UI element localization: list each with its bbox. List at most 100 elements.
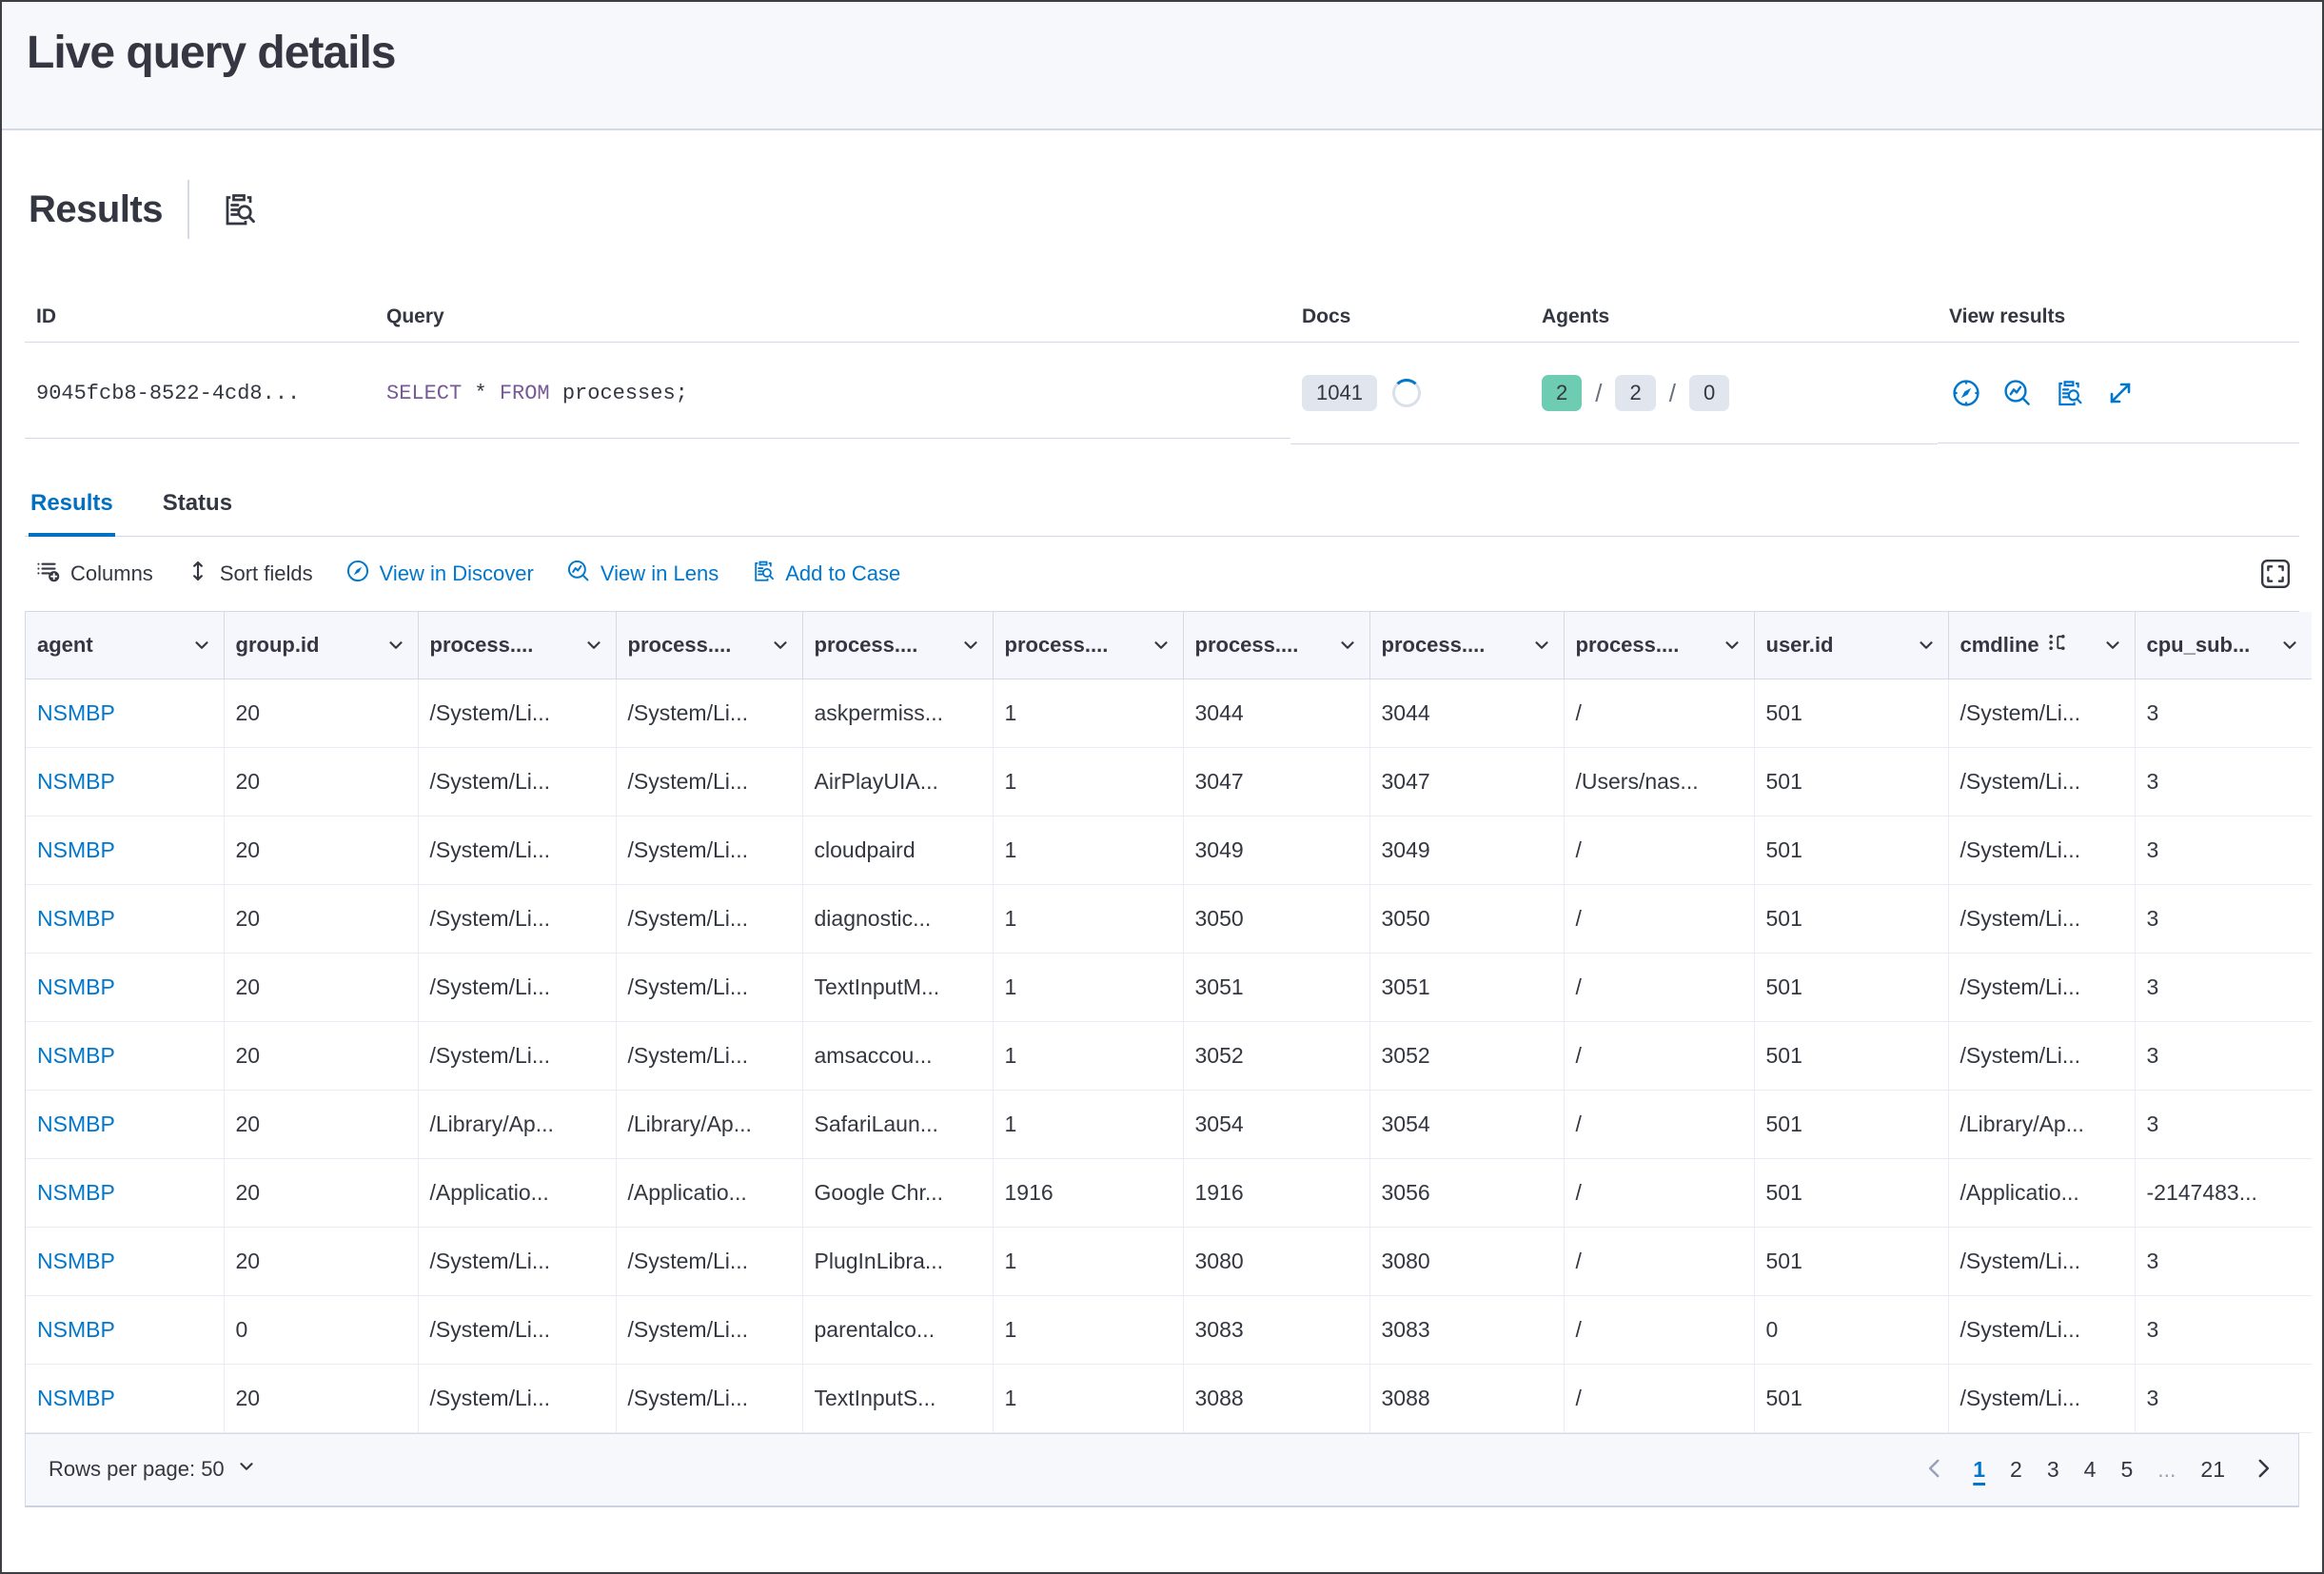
grid-cell[interactable]: 501: [1754, 884, 1948, 953]
grid-cell[interactable]: Google Chr...: [802, 1158, 993, 1227]
grid-cell[interactable]: 3: [2135, 1227, 2312, 1295]
grid-cell[interactable]: 20: [224, 816, 418, 884]
agent-link[interactable]: NSMBP: [37, 906, 115, 931]
column-header-group.id[interactable]: group.id: [224, 612, 418, 679]
grid-cell[interactable]: 501: [1754, 1227, 1948, 1295]
column-header-cpu_sub...[interactable]: cpu_sub...: [2135, 612, 2312, 679]
grid-cell[interactable]: 3049: [1369, 816, 1564, 884]
grid-cell[interactable]: PlugInLibra...: [802, 1227, 993, 1295]
grid-cell[interactable]: /System/Li...: [418, 884, 616, 953]
grid-cell[interactable]: parentalco...: [802, 1295, 993, 1364]
grid-cell[interactable]: NSMBP: [26, 953, 224, 1021]
grid-cell[interactable]: /: [1564, 1158, 1754, 1227]
grid-cell[interactable]: 1: [993, 1295, 1183, 1364]
grid-cell[interactable]: 501: [1754, 679, 1948, 747]
grid-cell[interactable]: 1916: [993, 1158, 1183, 1227]
grid-cell[interactable]: /: [1564, 1227, 1754, 1295]
grid-cell[interactable]: /System/Li...: [418, 1295, 616, 1364]
grid-cell[interactable]: 3080: [1369, 1227, 1564, 1295]
page-button-4[interactable]: 4: [2072, 1449, 2109, 1490]
grid-cell[interactable]: /System/Li...: [616, 953, 802, 1021]
next-page-button[interactable]: [2245, 1450, 2281, 1489]
column-header-cmdline[interactable]: cmdline: [1948, 612, 2135, 679]
grid-cell[interactable]: TextInputM...: [802, 953, 993, 1021]
grid-cell[interactable]: 1: [993, 953, 1183, 1021]
agent-link[interactable]: NSMBP: [37, 1317, 115, 1342]
grid-cell[interactable]: 20: [224, 1021, 418, 1090]
fullscreen-button[interactable]: [2254, 552, 2297, 596]
grid-cell[interactable]: NSMBP: [26, 1295, 224, 1364]
grid-cell[interactable]: /System/Li...: [1948, 679, 2135, 747]
grid-cell[interactable]: /System/Li...: [1948, 1295, 2135, 1364]
grid-cell[interactable]: /: [1564, 1021, 1754, 1090]
agent-link[interactable]: NSMBP: [37, 1386, 115, 1410]
grid-cell[interactable]: 20: [224, 747, 418, 816]
grid-cell[interactable]: 3047: [1183, 747, 1369, 816]
grid-cell[interactable]: 1: [993, 747, 1183, 816]
grid-cell[interactable]: 3049: [1183, 816, 1369, 884]
grid-cell[interactable]: 0: [224, 1295, 418, 1364]
grid-cell[interactable]: 3: [2135, 1021, 2312, 1090]
grid-cell[interactable]: /Applicatio...: [616, 1158, 802, 1227]
grid-cell[interactable]: /System/Li...: [418, 747, 616, 816]
column-header-process....[interactable]: process....: [1369, 612, 1564, 679]
page-button-2[interactable]: 2: [1998, 1449, 2035, 1490]
grid-cell[interactable]: 1: [993, 1021, 1183, 1090]
grid-cell[interactable]: 3051: [1183, 953, 1369, 1021]
grid-cell[interactable]: /System/Li...: [616, 679, 802, 747]
grid-cell[interactable]: 3080: [1183, 1227, 1369, 1295]
page-button-1[interactable]: 1: [1960, 1449, 1998, 1490]
grid-cell[interactable]: 1: [993, 884, 1183, 953]
grid-cell[interactable]: /System/Li...: [616, 1295, 802, 1364]
columns-button[interactable]: Columns: [27, 551, 163, 597]
grid-cell[interactable]: 501: [1754, 953, 1948, 1021]
grid-cell[interactable]: 20: [224, 1090, 418, 1158]
agent-link[interactable]: NSMBP: [37, 700, 115, 725]
grid-cell[interactable]: /Applicatio...: [1948, 1158, 2135, 1227]
grid-cell[interactable]: AirPlayUIA...: [802, 747, 993, 816]
grid-cell[interactable]: 3044: [1369, 679, 1564, 747]
grid-cell[interactable]: 3052: [1369, 1021, 1564, 1090]
view-in-discover-toolbar-button[interactable]: View in Discover: [336, 551, 543, 597]
agent-link[interactable]: NSMBP: [37, 1112, 115, 1136]
grid-cell[interactable]: /System/Li...: [1948, 884, 2135, 953]
column-header-process....[interactable]: process....: [802, 612, 993, 679]
agent-link[interactable]: NSMBP: [37, 1249, 115, 1273]
inspect-button[interactable]: [214, 185, 264, 234]
grid-cell[interactable]: 20: [224, 884, 418, 953]
grid-cell[interactable]: /System/Li...: [616, 747, 802, 816]
grid-cell[interactable]: /: [1564, 953, 1754, 1021]
view-in-lens-toolbar-button[interactable]: View in Lens: [557, 551, 728, 597]
grid-cell[interactable]: /System/Li...: [616, 1227, 802, 1295]
agent-link[interactable]: NSMBP: [37, 974, 115, 999]
grid-cell[interactable]: NSMBP: [26, 1364, 224, 1432]
grid-cell[interactable]: /System/Li...: [1948, 1021, 2135, 1090]
grid-cell[interactable]: /Users/nas...: [1564, 747, 1754, 816]
grid-cell[interactable]: /System/Li...: [418, 816, 616, 884]
grid-cell[interactable]: /System/Li...: [418, 679, 616, 747]
grid-cell[interactable]: 0: [1754, 1295, 1948, 1364]
grid-cell[interactable]: 1: [993, 1227, 1183, 1295]
grid-cell[interactable]: 501: [1754, 816, 1948, 884]
grid-cell[interactable]: 3044: [1183, 679, 1369, 747]
grid-cell[interactable]: /System/Li...: [418, 1364, 616, 1432]
grid-cell[interactable]: 3: [2135, 1295, 2312, 1364]
grid-cell[interactable]: 3088: [1369, 1364, 1564, 1432]
tab-status[interactable]: Status: [161, 490, 234, 536]
grid-cell[interactable]: amsaccou...: [802, 1021, 993, 1090]
grid-cell[interactable]: 501: [1754, 1364, 1948, 1432]
grid-cell[interactable]: /: [1564, 679, 1754, 747]
grid-cell[interactable]: /System/Li...: [616, 884, 802, 953]
rows-per-page-button[interactable]: Rows per page: 50: [43, 1455, 263, 1484]
grid-cell[interactable]: 3052: [1183, 1021, 1369, 1090]
grid-cell[interactable]: /System/Li...: [1948, 1227, 2135, 1295]
agent-link[interactable]: NSMBP: [37, 1043, 115, 1068]
grid-cell[interactable]: 501: [1754, 1090, 1948, 1158]
view-in-lens-button[interactable]: [2000, 376, 2035, 410]
grid-cell[interactable]: NSMBP: [26, 884, 224, 953]
grid-cell[interactable]: 501: [1754, 1021, 1948, 1090]
grid-cell[interactable]: SafariLaun...: [802, 1090, 993, 1158]
grid-cell[interactable]: 20: [224, 1158, 418, 1227]
column-header-process....[interactable]: process....: [616, 612, 802, 679]
grid-cell[interactable]: /System/Li...: [418, 1227, 616, 1295]
